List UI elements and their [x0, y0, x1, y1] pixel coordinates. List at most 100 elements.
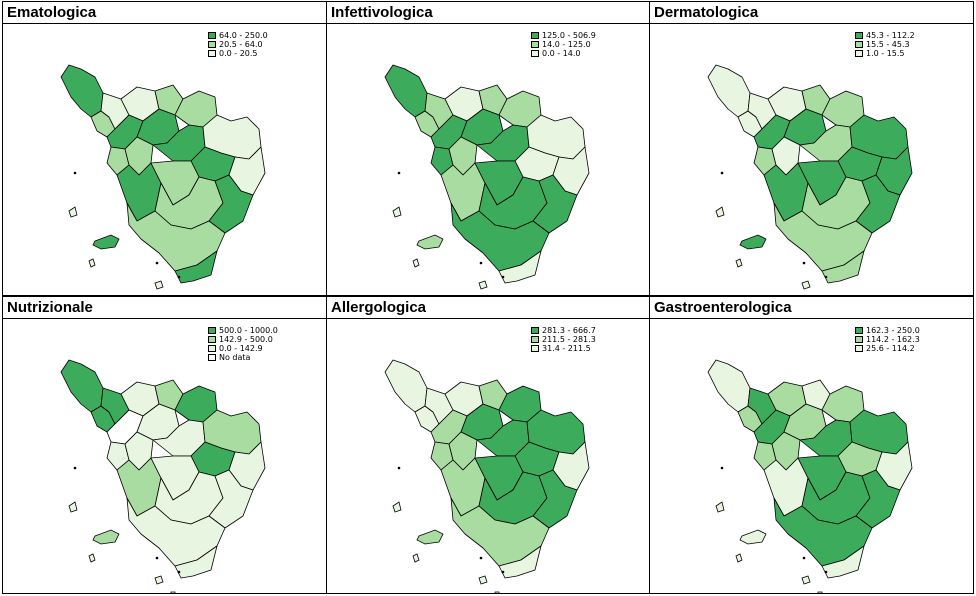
- map-title: Ematologica: [3, 2, 326, 24]
- legend-swatch: [531, 327, 539, 334]
- map-panel-infettivologica: Infettivologica 125.0 - 506.9 14.0 - 125.0…: [326, 1, 650, 296]
- islet-dot: [155, 261, 159, 265]
- island: [494, 591, 500, 593]
- island: [735, 258, 743, 268]
- map-legend: 162.3 - 250.0 114.2 - 162.3 25.6 - 114.2: [855, 326, 920, 353]
- islet-dot: [479, 556, 483, 560]
- region-nw: [707, 64, 751, 118]
- legend-swatch: [208, 327, 216, 334]
- region-cs: [498, 545, 542, 579]
- map-panel-allergologica: Allergologica 281.3 - 666.7 211.5 - 281.3 3…: [326, 296, 650, 594]
- region-map: [707, 359, 913, 593]
- island: [392, 206, 402, 218]
- region-nw: [384, 359, 428, 413]
- map-title: Gastroenterologica: [650, 297, 973, 319]
- legend-swatch: [208, 345, 216, 352]
- legend-label: 20.5 - 64.0: [219, 40, 263, 49]
- island: [416, 234, 444, 250]
- region-sw: [773, 497, 873, 567]
- islet-dot: [501, 570, 505, 574]
- map-legend: 45.3 - 112.2 15.5 - 45.3 1.0 - 15.5: [855, 31, 915, 58]
- legend-swatch: [855, 327, 863, 334]
- legend-item: 211.5 - 281.3: [531, 335, 596, 344]
- legend-swatch: [531, 41, 539, 48]
- island: [739, 529, 767, 545]
- islet-dot: [501, 275, 505, 279]
- legend-item: 114.2 - 162.3: [855, 335, 920, 344]
- map-legend: 500.0 - 1000.0 142.9 - 500.0 0.0 - 142.9 No…: [208, 326, 278, 362]
- legend-label: 1.0 - 15.5: [866, 49, 905, 58]
- islet-dot: [73, 466, 77, 470]
- island: [88, 553, 96, 563]
- region-cs: [821, 545, 865, 579]
- island: [154, 280, 164, 290]
- region-se: [532, 174, 578, 234]
- legend-label: 162.3 - 250.0: [866, 326, 920, 335]
- legend-item: 15.5 - 45.3: [855, 40, 915, 49]
- islet-dot: [479, 261, 483, 265]
- legend-swatch: [855, 41, 863, 48]
- map-legend: 281.3 - 666.7 211.5 - 281.3 31.4 - 211.5: [531, 326, 596, 353]
- region-cs: [174, 250, 218, 284]
- island: [92, 234, 120, 250]
- legend-item: 142.9 - 500.0: [208, 335, 278, 344]
- map-panel-gastroenterologica: Gastroenterologica 162.3 - 250.0 114.2 - 1…: [649, 296, 974, 594]
- legend-swatch: [208, 41, 216, 48]
- island: [739, 234, 767, 250]
- region-sw: [773, 202, 873, 272]
- island: [154, 575, 164, 585]
- map-title: Dermatologica: [650, 2, 973, 24]
- island: [478, 280, 488, 290]
- legend-item: 0.0 - 14.0: [531, 49, 596, 58]
- legend-swatch: [855, 50, 863, 57]
- legend-item: 14.0 - 125.0: [531, 40, 596, 49]
- island: [68, 501, 78, 513]
- islet-dot: [824, 275, 828, 279]
- region-sw: [450, 202, 550, 272]
- legend-item: No data: [208, 353, 278, 362]
- legend-label: 45.3 - 112.2: [866, 31, 915, 40]
- islet-dot: [177, 570, 181, 574]
- legend-swatch: [208, 354, 216, 361]
- region-map: [384, 359, 590, 593]
- legend-item: 64.0 - 250.0: [208, 31, 268, 40]
- island: [715, 501, 725, 513]
- region-sw: [126, 497, 226, 567]
- legend-swatch: [855, 32, 863, 39]
- region-cs: [174, 545, 218, 579]
- map-title: Infettivologica: [327, 2, 649, 24]
- legend-label: 0.0 - 20.5: [219, 49, 258, 58]
- island: [412, 258, 420, 268]
- island: [88, 258, 96, 268]
- island: [817, 591, 823, 593]
- islet-dot: [73, 171, 77, 175]
- legend-item: 0.0 - 20.5: [208, 49, 268, 58]
- legend-label: No data: [219, 353, 251, 362]
- region-map: [707, 64, 913, 290]
- legend-label: 142.9 - 500.0: [219, 335, 273, 344]
- map-title: Nutrizionale: [3, 297, 326, 319]
- region-nw: [707, 359, 751, 413]
- legend-label: 15.5 - 45.3: [866, 40, 910, 49]
- map-panel-dermatologica: Dermatologica 45.3 - 112.2 15.5 - 45.3 1.0 …: [649, 1, 974, 296]
- legend-label: 0.0 - 14.0: [542, 49, 581, 58]
- islet-dot: [720, 171, 724, 175]
- legend-label: 114.2 - 162.3: [866, 335, 920, 344]
- legend-item: 281.3 - 666.7: [531, 326, 596, 335]
- islet-dot: [824, 570, 828, 574]
- legend-item: 125.0 - 506.9: [531, 31, 596, 40]
- region-nw: [60, 64, 104, 118]
- legend-label: 25.6 - 114.2: [866, 344, 915, 353]
- region-cs: [821, 250, 865, 284]
- legend-label: 64.0 - 250.0: [219, 31, 268, 40]
- map-panel-ematologica: Ematologica 64.0 - 250.0 20.5 - 64.0 0.0 - …: [2, 1, 327, 296]
- region-nw: [60, 359, 104, 413]
- legend-label: 500.0 - 1000.0: [219, 326, 278, 335]
- legend-swatch: [208, 50, 216, 57]
- legend-label: 0.0 - 142.9: [219, 344, 263, 353]
- legend-label: 211.5 - 281.3: [542, 335, 596, 344]
- island: [478, 575, 488, 585]
- legend-item: 45.3 - 112.2: [855, 31, 915, 40]
- map-legend: 125.0 - 506.9 14.0 - 125.0 0.0 - 14.0: [531, 31, 596, 58]
- region-se: [855, 469, 901, 529]
